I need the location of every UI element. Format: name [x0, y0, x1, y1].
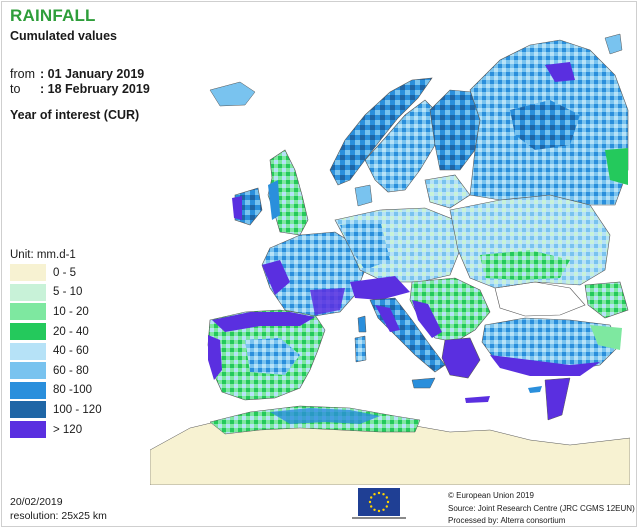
- gb-west-wet: [268, 180, 280, 220]
- finland-region: [429, 89, 481, 171]
- legend-swatch: [10, 323, 46, 341]
- legend-item: 0 - 5: [10, 263, 130, 283]
- period-to-label: to: [10, 82, 21, 96]
- eu-logo-caption-icon: [352, 517, 406, 519]
- period-to-value: : 18 February 2019: [40, 82, 150, 96]
- iberia-center: [245, 338, 300, 375]
- processed-by: Processed by: Alterra consortium: [448, 516, 566, 525]
- year-of-interest: Year of interest (CUR): [10, 108, 140, 122]
- legend-label: 0 - 5: [53, 266, 77, 279]
- turkey-east: [590, 325, 622, 350]
- period-from-label: from: [10, 67, 35, 81]
- adriatic-coast-wet: [412, 300, 442, 338]
- italy-west-wet: [375, 305, 400, 332]
- legend-swatch: [10, 283, 46, 301]
- sardinia-region: [354, 335, 367, 363]
- legend-label: 100 - 120: [53, 403, 102, 416]
- resolution: resolution: 25x25 km: [10, 510, 107, 522]
- legend-label: 20 - 40: [53, 325, 89, 338]
- period-from-value: : 01 January 2019: [40, 67, 145, 81]
- russia-east-green: [605, 148, 628, 185]
- legend-label: 40 - 60: [53, 345, 89, 358]
- levant-region: [544, 377, 571, 421]
- legend-swatch: [10, 421, 46, 439]
- copyright: © European Union 2019: [448, 491, 534, 500]
- iberia-west: [208, 335, 222, 380]
- rainfall-map: [150, 20, 630, 485]
- turkey-south-wet: [490, 355, 600, 376]
- corsica-region: [357, 315, 367, 333]
- legend-item: 100 - 120: [10, 400, 130, 420]
- legend-swatch: [10, 303, 46, 321]
- legend-item: 20 - 40: [10, 322, 130, 342]
- greece-region: [441, 337, 481, 379]
- legend-label: > 120: [53, 423, 83, 436]
- legend-label: 10 - 20: [53, 305, 89, 318]
- legend-swatch: [10, 362, 46, 380]
- cyprus-region: [528, 386, 542, 393]
- legend-item: 60 - 80: [10, 361, 130, 381]
- source: Source: Joint Research Centre (JRC CGMS …: [448, 504, 635, 513]
- legend-swatch: [10, 264, 46, 282]
- germany-region: [340, 220, 390, 270]
- iceland-region: [209, 81, 256, 107]
- legend-swatch: [10, 401, 46, 419]
- period-to: to : 18 February 2019: [10, 82, 150, 96]
- legend-label: 60 - 80: [53, 364, 89, 377]
- map-subtitle: Cumulated values: [10, 29, 117, 43]
- map-title: RAINFALL: [10, 6, 96, 25]
- legend-item: 40 - 60: [10, 341, 130, 361]
- legend-swatch: [10, 342, 46, 360]
- legend-item: 5 - 10: [10, 283, 130, 303]
- period-from: from : 01 January 2019: [10, 67, 144, 81]
- denmark-region: [354, 184, 373, 207]
- ukraine-green: [480, 250, 570, 280]
- black-sea: [494, 281, 586, 317]
- russia-dark-patch: [510, 100, 580, 150]
- crete-region: [465, 396, 490, 403]
- legend-item: 10 - 20: [10, 302, 130, 322]
- france-west-wet: [262, 260, 290, 295]
- legend-item: 80 -100: [10, 381, 130, 401]
- legend-item: > 120: [10, 420, 130, 440]
- caucasus-region: [584, 281, 629, 319]
- ireland-west: [232, 196, 242, 220]
- france-south: [310, 288, 345, 315]
- maghreb-wet: [270, 408, 380, 424]
- russia-north-wet: [545, 62, 575, 82]
- legend-label: 80 -100: [53, 384, 93, 397]
- legend-swatch: [10, 381, 46, 399]
- legend-label: 5 - 10: [53, 286, 83, 299]
- issue-date: 20/02/2019: [10, 496, 63, 508]
- sicily-region: [411, 377, 436, 389]
- norway-region: [329, 77, 433, 186]
- legend-unit: Unit: mm.d-1: [10, 249, 76, 261]
- baltic-states-region: [424, 174, 471, 209]
- iberia-north-wet: [212, 312, 315, 332]
- novaya-zemlya: [604, 33, 623, 55]
- legend: 0 - 5 5 - 10 10 - 20 20 - 40 40 - 60 60 …: [10, 263, 130, 439]
- eu-flag-icon: [358, 488, 400, 516]
- rainfall-map-svg: [150, 33, 630, 485]
- alps-wet: [350, 276, 410, 300]
